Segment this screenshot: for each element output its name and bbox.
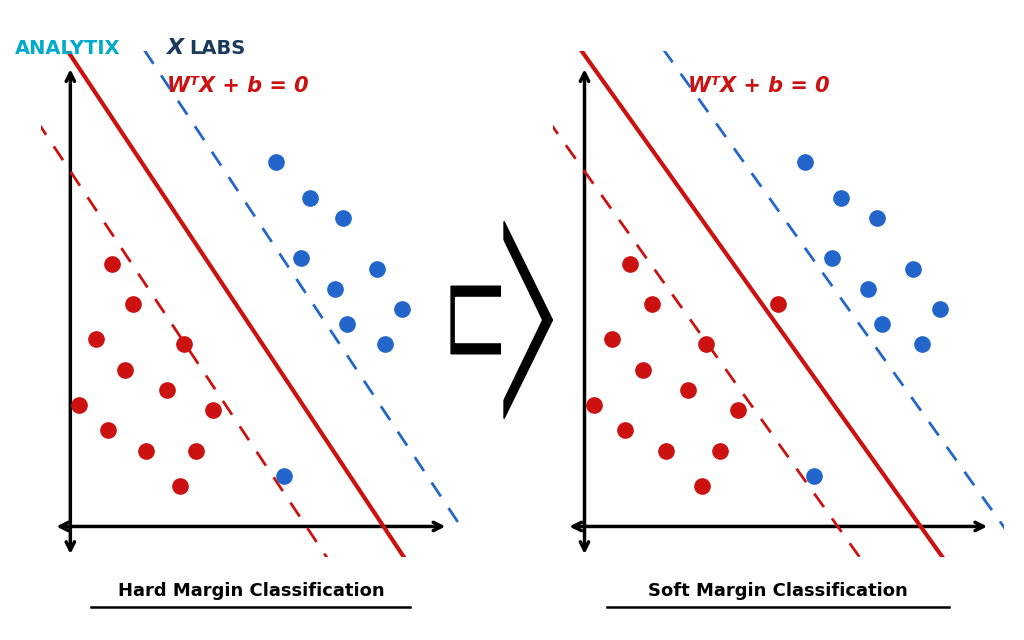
Text: WᵀX + b = 0: WᵀX + b = 0: [688, 76, 829, 97]
Text: LABS: LABS: [189, 38, 246, 58]
Polygon shape: [451, 221, 553, 419]
Polygon shape: [456, 238, 541, 402]
Text: Soft Margin Classification: Soft Margin Classification: [648, 582, 908, 600]
Text: WᵀX + b = 0: WᵀX + b = 0: [167, 76, 308, 97]
Text: X: X: [166, 38, 183, 58]
Text: ANALYTIX: ANALYTIX: [15, 38, 121, 58]
Text: Hard Margin Classification: Hard Margin Classification: [118, 582, 384, 600]
